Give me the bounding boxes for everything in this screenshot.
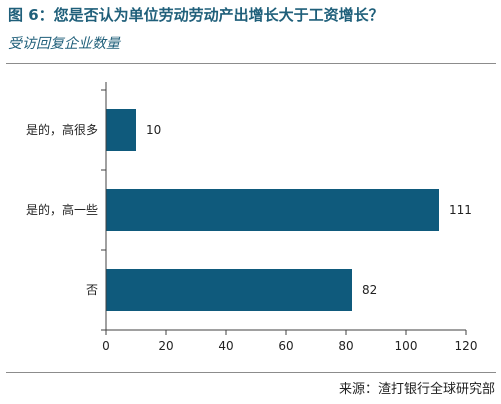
x-tick-label: 120	[455, 339, 478, 353]
bar-chart: 是的，高很多 10 是的，高一些 111 否 82 0 20 40 60 80 100 120	[26, 82, 478, 353]
x-tick-label: 60	[278, 339, 293, 353]
x-tick-label: 0	[102, 339, 110, 353]
chart-title: 图 6：您是否认为单位劳动劳动产出增长大于工资增长？	[8, 6, 384, 24]
bottom-divider	[6, 372, 496, 373]
top-divider	[6, 63, 496, 64]
data-label: 111	[449, 203, 472, 217]
bar	[106, 269, 352, 311]
x-tick-label: 20	[158, 339, 173, 353]
data-label: 82	[362, 283, 377, 297]
category-label: 是的，高一些	[26, 202, 98, 217]
x-tick-label: 100	[395, 339, 418, 353]
x-tick-label: 80	[338, 339, 353, 353]
x-tick-label: 40	[218, 339, 233, 353]
category-label: 是的，高很多	[26, 122, 98, 137]
chart-subtitle: 受访回复企业数量	[8, 36, 120, 52]
source-note: 来源：渣打银行全球研究部	[338, 382, 495, 397]
category-label: 否	[86, 283, 98, 297]
bar	[106, 189, 439, 231]
bar	[106, 109, 136, 151]
data-label: 10	[146, 123, 161, 137]
